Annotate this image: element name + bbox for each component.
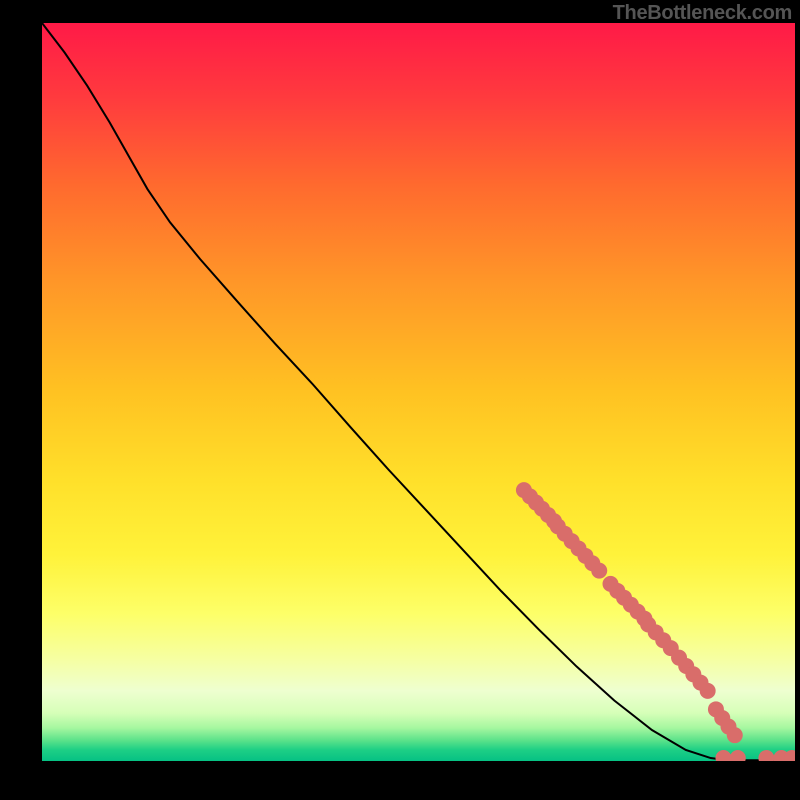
attribution-text: TheBottleneck.com (613, 2, 792, 25)
chart-frame: TheBottleneck.com (0, 0, 800, 800)
data-marker (591, 563, 607, 579)
plot-svg (42, 23, 795, 761)
plot-area (42, 23, 795, 761)
data-marker (727, 727, 743, 743)
data-marker (700, 683, 716, 699)
